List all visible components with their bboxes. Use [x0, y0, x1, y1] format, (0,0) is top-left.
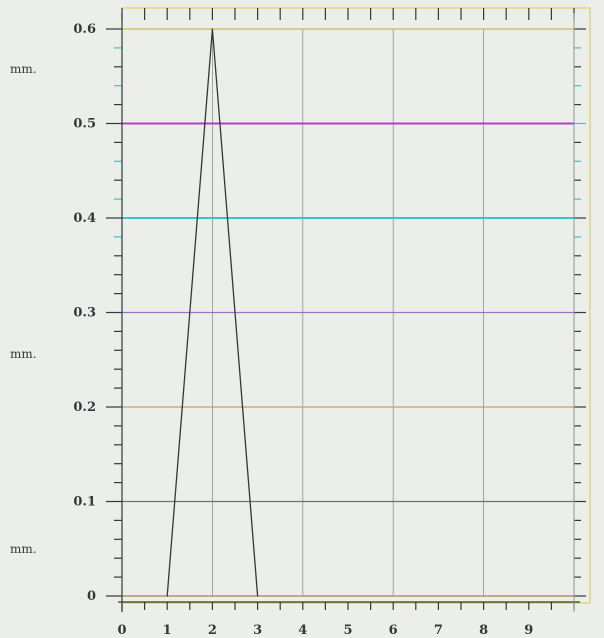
- y-axis-tick-labels: 0 0.1 0.2 0.3 0.4 0.5 0.6: [73, 22, 96, 604]
- y-tick-label: 0.1: [73, 495, 96, 510]
- axes: [118, 13, 580, 612]
- unit-labels: mm. mm. mm.: [10, 62, 37, 556]
- x-axis-tick-labels: 0 1 2 3 4 5 6 7 8 9: [117, 623, 533, 638]
- y-tick-label: 0.3: [73, 306, 96, 321]
- series-point-0-1: [211, 28, 213, 30]
- y-tick-label: 0.5: [73, 117, 96, 132]
- x-tick-label: 4: [298, 623, 307, 638]
- y-tick-label: 0.2: [73, 400, 96, 415]
- x-tick-label: 9: [524, 623, 533, 638]
- horizontal-reference-lines: [122, 28, 574, 597]
- data-series: [166, 28, 259, 597]
- y-tick-label: 0.4: [73, 211, 96, 226]
- y-tick-label: 0.6: [73, 22, 96, 37]
- y-tick-label: 0: [87, 589, 96, 604]
- unit-label: mm.: [10, 347, 37, 361]
- x-tick-label: 2: [208, 623, 217, 638]
- x-tick-label: 3: [253, 623, 262, 638]
- x-tick-label: 8: [479, 623, 488, 638]
- x-tick-label: 1: [163, 623, 172, 638]
- unit-label: mm.: [10, 542, 37, 556]
- x-tick-label: 6: [389, 623, 398, 638]
- x-tick-label: 7: [434, 623, 443, 638]
- x-tick-label: 5: [343, 623, 352, 638]
- unit-label: mm.: [10, 62, 37, 76]
- x-tick-label: 0: [117, 623, 126, 638]
- series-point-0-2: [257, 595, 259, 597]
- series-point-0-0: [166, 595, 168, 597]
